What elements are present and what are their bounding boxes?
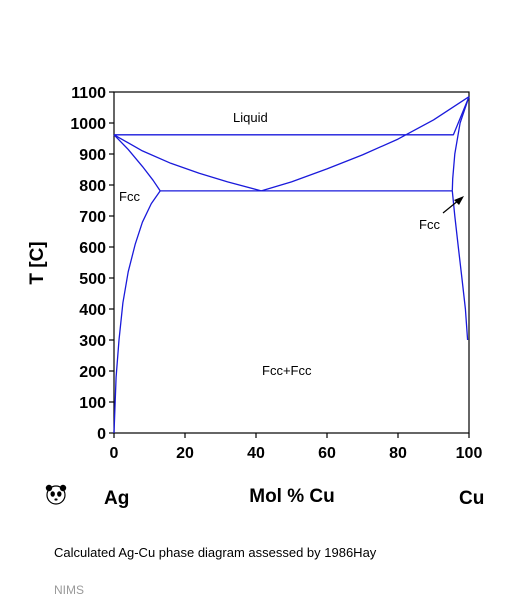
element-label-left: Ag — [104, 488, 129, 509]
source-label: NIMS — [54, 583, 84, 597]
y-tick-label: 1000 — [70, 116, 106, 133]
y-tick-label: 0 — [97, 426, 106, 443]
y-axis-title: T [C] — [27, 241, 48, 284]
y-tick-label: 200 — [79, 364, 106, 381]
y-tick-label: 600 — [79, 240, 106, 257]
x-tick-label: 80 — [389, 445, 407, 462]
y-tick-label: 700 — [79, 209, 106, 226]
figure-caption: Calculated Ag-Cu phase diagram assessed … — [54, 545, 377, 560]
phase-boundary-line — [451, 190, 469, 341]
y-tick-label: 500 — [79, 271, 106, 288]
x-tick-label: 40 — [247, 445, 265, 462]
y-tick-label: 1100 — [71, 85, 106, 102]
panda-icon — [45, 484, 67, 505]
y-tick-label: 300 — [79, 333, 106, 350]
axis-ticks: 0 100 200 300 400 500 600 700 800 900 1000 1100 0 20 4… — [70, 85, 482, 462]
region-label-fcc-fcc: Fcc+Fcc — [262, 363, 312, 378]
y-tick-label: 400 — [79, 302, 106, 319]
plot-frame — [113, 91, 470, 434]
x-tick-label: 100 — [456, 445, 483, 462]
region-label-fcc-ag: Fcc — [119, 189, 140, 204]
phase-boundary-line — [261, 96, 470, 192]
phase-boundary-line — [113, 190, 161, 434]
y-tick-label: 100 — [79, 395, 106, 412]
annotation-arrow — [442, 196, 464, 214]
element-label-right: Cu — [459, 488, 484, 509]
y-tick-label: 900 — [79, 147, 106, 164]
phase-boundaries — [113, 96, 470, 434]
x-tick-label: 60 — [318, 445, 336, 462]
phase-boundary-line — [113, 134, 262, 192]
x-tick-label: 0 — [110, 445, 119, 462]
phase-boundary-line — [114, 96, 470, 136]
region-label-fcc-cu: Fcc — [419, 217, 440, 232]
phase-boundary-line — [113, 134, 161, 192]
y-tick-label: 800 — [79, 178, 106, 195]
x-axis-title: Mol % Cu — [249, 486, 335, 507]
x-tick-label: 20 — [176, 445, 194, 462]
region-label-liquid: Liquid — [233, 110, 268, 125]
phase-boundary-line — [451, 96, 470, 191]
